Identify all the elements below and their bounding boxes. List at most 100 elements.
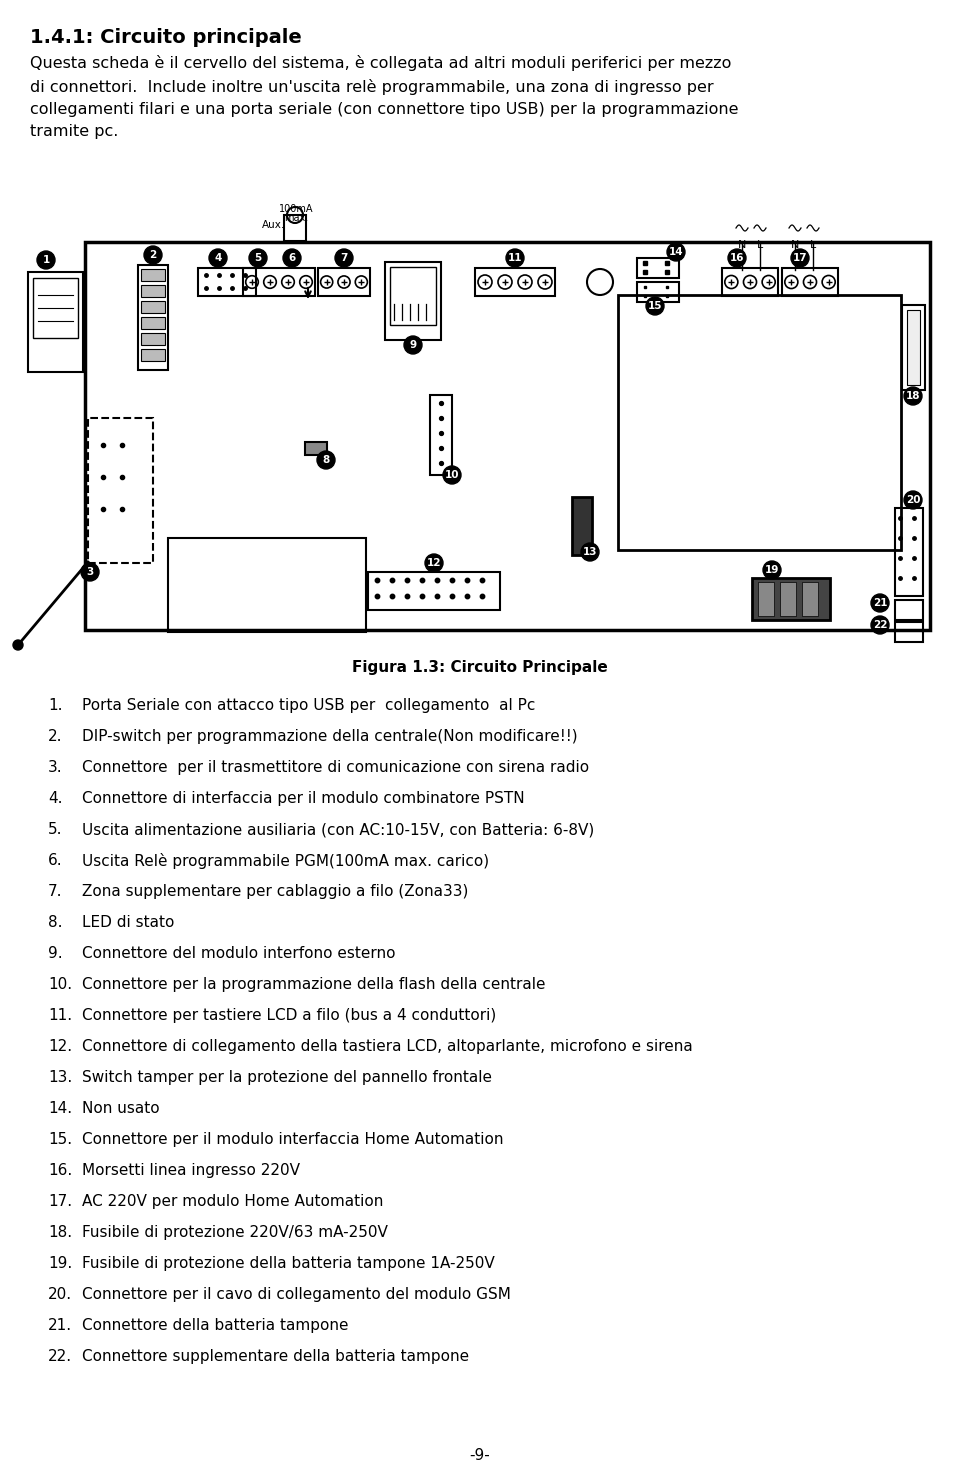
Circle shape: [37, 252, 55, 269]
Text: Connettore per il modulo interfaccia Home Automation: Connettore per il modulo interfaccia Hom…: [82, 1133, 503, 1147]
Bar: [430, 396, 452, 475]
Text: 13.: 13.: [48, 1069, 72, 1086]
Text: 1: 1: [42, 254, 50, 265]
Text: 18.: 18.: [48, 1225, 72, 1240]
Text: N: N: [738, 240, 746, 250]
Bar: [168, 538, 366, 633]
Bar: [618, 296, 901, 550]
Text: 19: 19: [765, 565, 780, 575]
Bar: [752, 578, 830, 619]
Bar: [368, 572, 500, 610]
Text: Connettore supplementare della batteria tampone: Connettore supplementare della batteria …: [82, 1349, 469, 1364]
Bar: [802, 583, 818, 616]
Text: 7: 7: [340, 253, 348, 263]
Text: 7.: 7.: [48, 884, 62, 899]
Text: AC 220V per modulo Home Automation: AC 220V per modulo Home Automation: [82, 1194, 383, 1209]
Text: Aux.: Aux.: [262, 221, 286, 229]
Text: 11: 11: [508, 253, 522, 263]
Text: Figura 1.3: Circuito Principale: Figura 1.3: Circuito Principale: [352, 660, 608, 675]
Bar: [637, 257, 679, 278]
Text: 100mA: 100mA: [278, 204, 313, 213]
Circle shape: [791, 249, 809, 268]
Bar: [138, 265, 168, 371]
Bar: [780, 583, 796, 616]
Circle shape: [871, 594, 889, 612]
Text: N: N: [791, 240, 799, 250]
Text: Switch tamper per la protezione del pannello frontale: Switch tamper per la protezione del pann…: [82, 1069, 492, 1086]
Text: 17.: 17.: [48, 1194, 72, 1209]
Text: L: L: [810, 240, 816, 250]
Text: Zona supplementare per cablaggio a filo (Zona33): Zona supplementare per cablaggio a filo …: [82, 884, 468, 899]
Text: 19.: 19.: [48, 1256, 72, 1271]
Text: 12: 12: [427, 558, 442, 568]
Text: 21: 21: [873, 599, 887, 608]
Bar: [243, 268, 315, 296]
Text: 15: 15: [648, 302, 662, 310]
Text: 3: 3: [86, 566, 94, 577]
Circle shape: [81, 563, 99, 581]
Text: 17: 17: [793, 253, 807, 263]
Circle shape: [283, 249, 301, 268]
Bar: [895, 622, 923, 641]
Text: 5.: 5.: [48, 822, 62, 837]
Bar: [902, 304, 925, 390]
Text: 13: 13: [583, 547, 597, 558]
Text: 9: 9: [409, 340, 417, 350]
Bar: [475, 268, 555, 296]
Text: L: L: [756, 240, 763, 250]
Circle shape: [13, 640, 23, 650]
Text: 2: 2: [150, 250, 156, 260]
Bar: [33, 278, 78, 338]
Text: 10.: 10.: [48, 977, 72, 991]
Text: Questa scheda è il cervello del sistema, è collegata ad altri moduli periferici : Questa scheda è il cervello del sistema,…: [30, 54, 738, 140]
Text: 8: 8: [323, 455, 329, 465]
Text: DIP-switch per programmazione della centrale(Non modificare!!): DIP-switch per programmazione della cent…: [82, 730, 578, 744]
Bar: [141, 269, 165, 281]
Text: Connettore di interfaccia per il modulo combinatore PSTN: Connettore di interfaccia per il modulo …: [82, 791, 524, 806]
Circle shape: [249, 249, 267, 268]
Circle shape: [904, 491, 922, 509]
Text: Non usato: Non usato: [82, 1100, 159, 1116]
Text: 14.: 14.: [48, 1100, 72, 1116]
Circle shape: [209, 249, 227, 268]
Bar: [572, 497, 592, 555]
Text: 16.: 16.: [48, 1164, 72, 1178]
Bar: [85, 243, 930, 630]
Text: Connettore del modulo interfono esterno: Connettore del modulo interfono esterno: [82, 946, 396, 961]
Text: 9.: 9.: [48, 946, 62, 961]
Bar: [284, 215, 306, 241]
Bar: [28, 272, 83, 372]
Bar: [907, 310, 920, 385]
Bar: [305, 441, 327, 455]
Bar: [385, 262, 441, 340]
Text: 14: 14: [669, 247, 684, 257]
Text: LED di stato: LED di stato: [82, 915, 175, 930]
Bar: [758, 583, 774, 616]
Circle shape: [443, 466, 461, 484]
Text: max.: max.: [284, 213, 308, 224]
Bar: [318, 268, 370, 296]
Text: Connettore  per il trasmettitore di comunicazione con sirena radio: Connettore per il trasmettitore di comun…: [82, 761, 589, 775]
Circle shape: [646, 297, 664, 315]
Text: 22.: 22.: [48, 1349, 72, 1364]
Text: 4.: 4.: [48, 791, 62, 806]
Circle shape: [871, 616, 889, 634]
Circle shape: [425, 555, 443, 572]
Text: Morsetti linea ingresso 220V: Morsetti linea ingresso 220V: [82, 1164, 300, 1178]
Circle shape: [728, 249, 746, 268]
Text: 10: 10: [444, 471, 459, 480]
Circle shape: [763, 560, 781, 580]
Bar: [141, 316, 165, 330]
Text: 16: 16: [730, 253, 744, 263]
Bar: [782, 268, 838, 296]
Text: 8.: 8.: [48, 915, 62, 930]
Bar: [198, 268, 256, 296]
Text: 6.: 6.: [48, 853, 62, 868]
Text: Uscita alimentazione ausiliaria (con AC:10-15V, con Batteria: 6-8V): Uscita alimentazione ausiliaria (con AC:…: [82, 822, 594, 837]
Text: 12.: 12.: [48, 1039, 72, 1055]
Circle shape: [581, 543, 599, 560]
Bar: [895, 600, 923, 619]
Text: Connettore della batteria tampone: Connettore della batteria tampone: [82, 1318, 348, 1333]
Text: Uscita Relè programmabile PGM(100mA max. carico): Uscita Relè programmabile PGM(100mA max.…: [82, 853, 490, 869]
Text: Fusibile di protezione 220V/63 mA-250V: Fusibile di protezione 220V/63 mA-250V: [82, 1225, 388, 1240]
